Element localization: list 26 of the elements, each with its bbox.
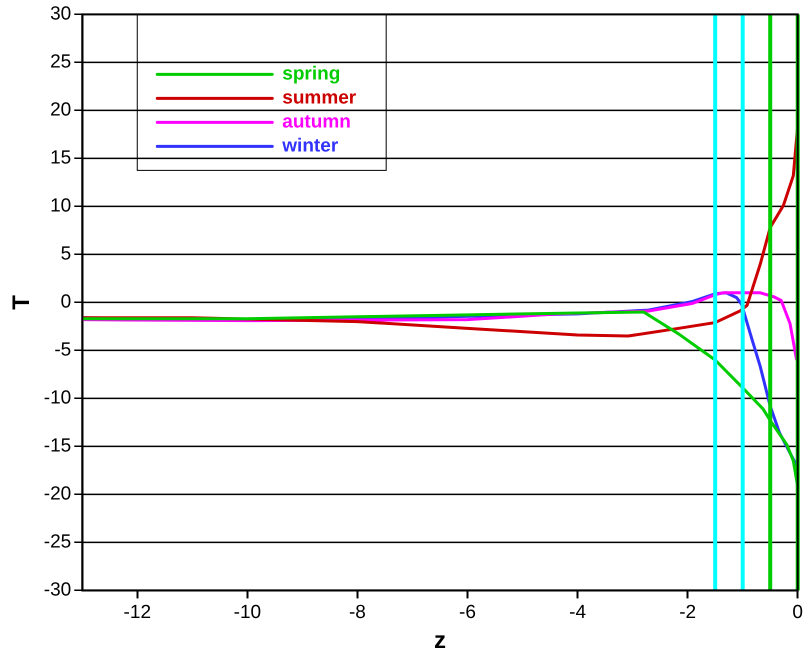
text: winter: [281, 136, 339, 157]
x-tick-label: -12: [124, 602, 152, 624]
x-tick-label: -4: [569, 602, 586, 624]
text: spring: [282, 64, 340, 85]
x-axis-title: z: [434, 627, 446, 654]
y-axis-title: T: [8, 294, 36, 310]
x-tick-label: -10: [234, 602, 262, 624]
x-tick-label: -8: [348, 602, 366, 624]
y-tick-label: 15: [50, 148, 72, 169]
y-tick-label: 0: [60, 292, 72, 313]
y-tick-label: -20: [44, 484, 72, 505]
y-tick-label: 20: [50, 100, 72, 121]
y-tick-label: 10: [50, 196, 72, 217]
x-tick-label: -2: [679, 602, 696, 624]
y-tick-label: -10: [44, 388, 72, 409]
y-tick-label: -25: [44, 532, 72, 553]
y-tick-label: -15: [44, 436, 72, 457]
x-tick-label: 0: [792, 602, 804, 624]
y-tick-label: 30: [50, 4, 72, 25]
y-tick-label: -30: [44, 580, 72, 601]
x-tick-label: -6: [459, 602, 476, 624]
y-tick-label: 5: [60, 244, 72, 265]
text: summer: [282, 88, 357, 109]
y-tick-label: -5: [54, 340, 72, 361]
y-tick-label: 25: [50, 52, 72, 73]
text: autumn: [282, 112, 351, 133]
